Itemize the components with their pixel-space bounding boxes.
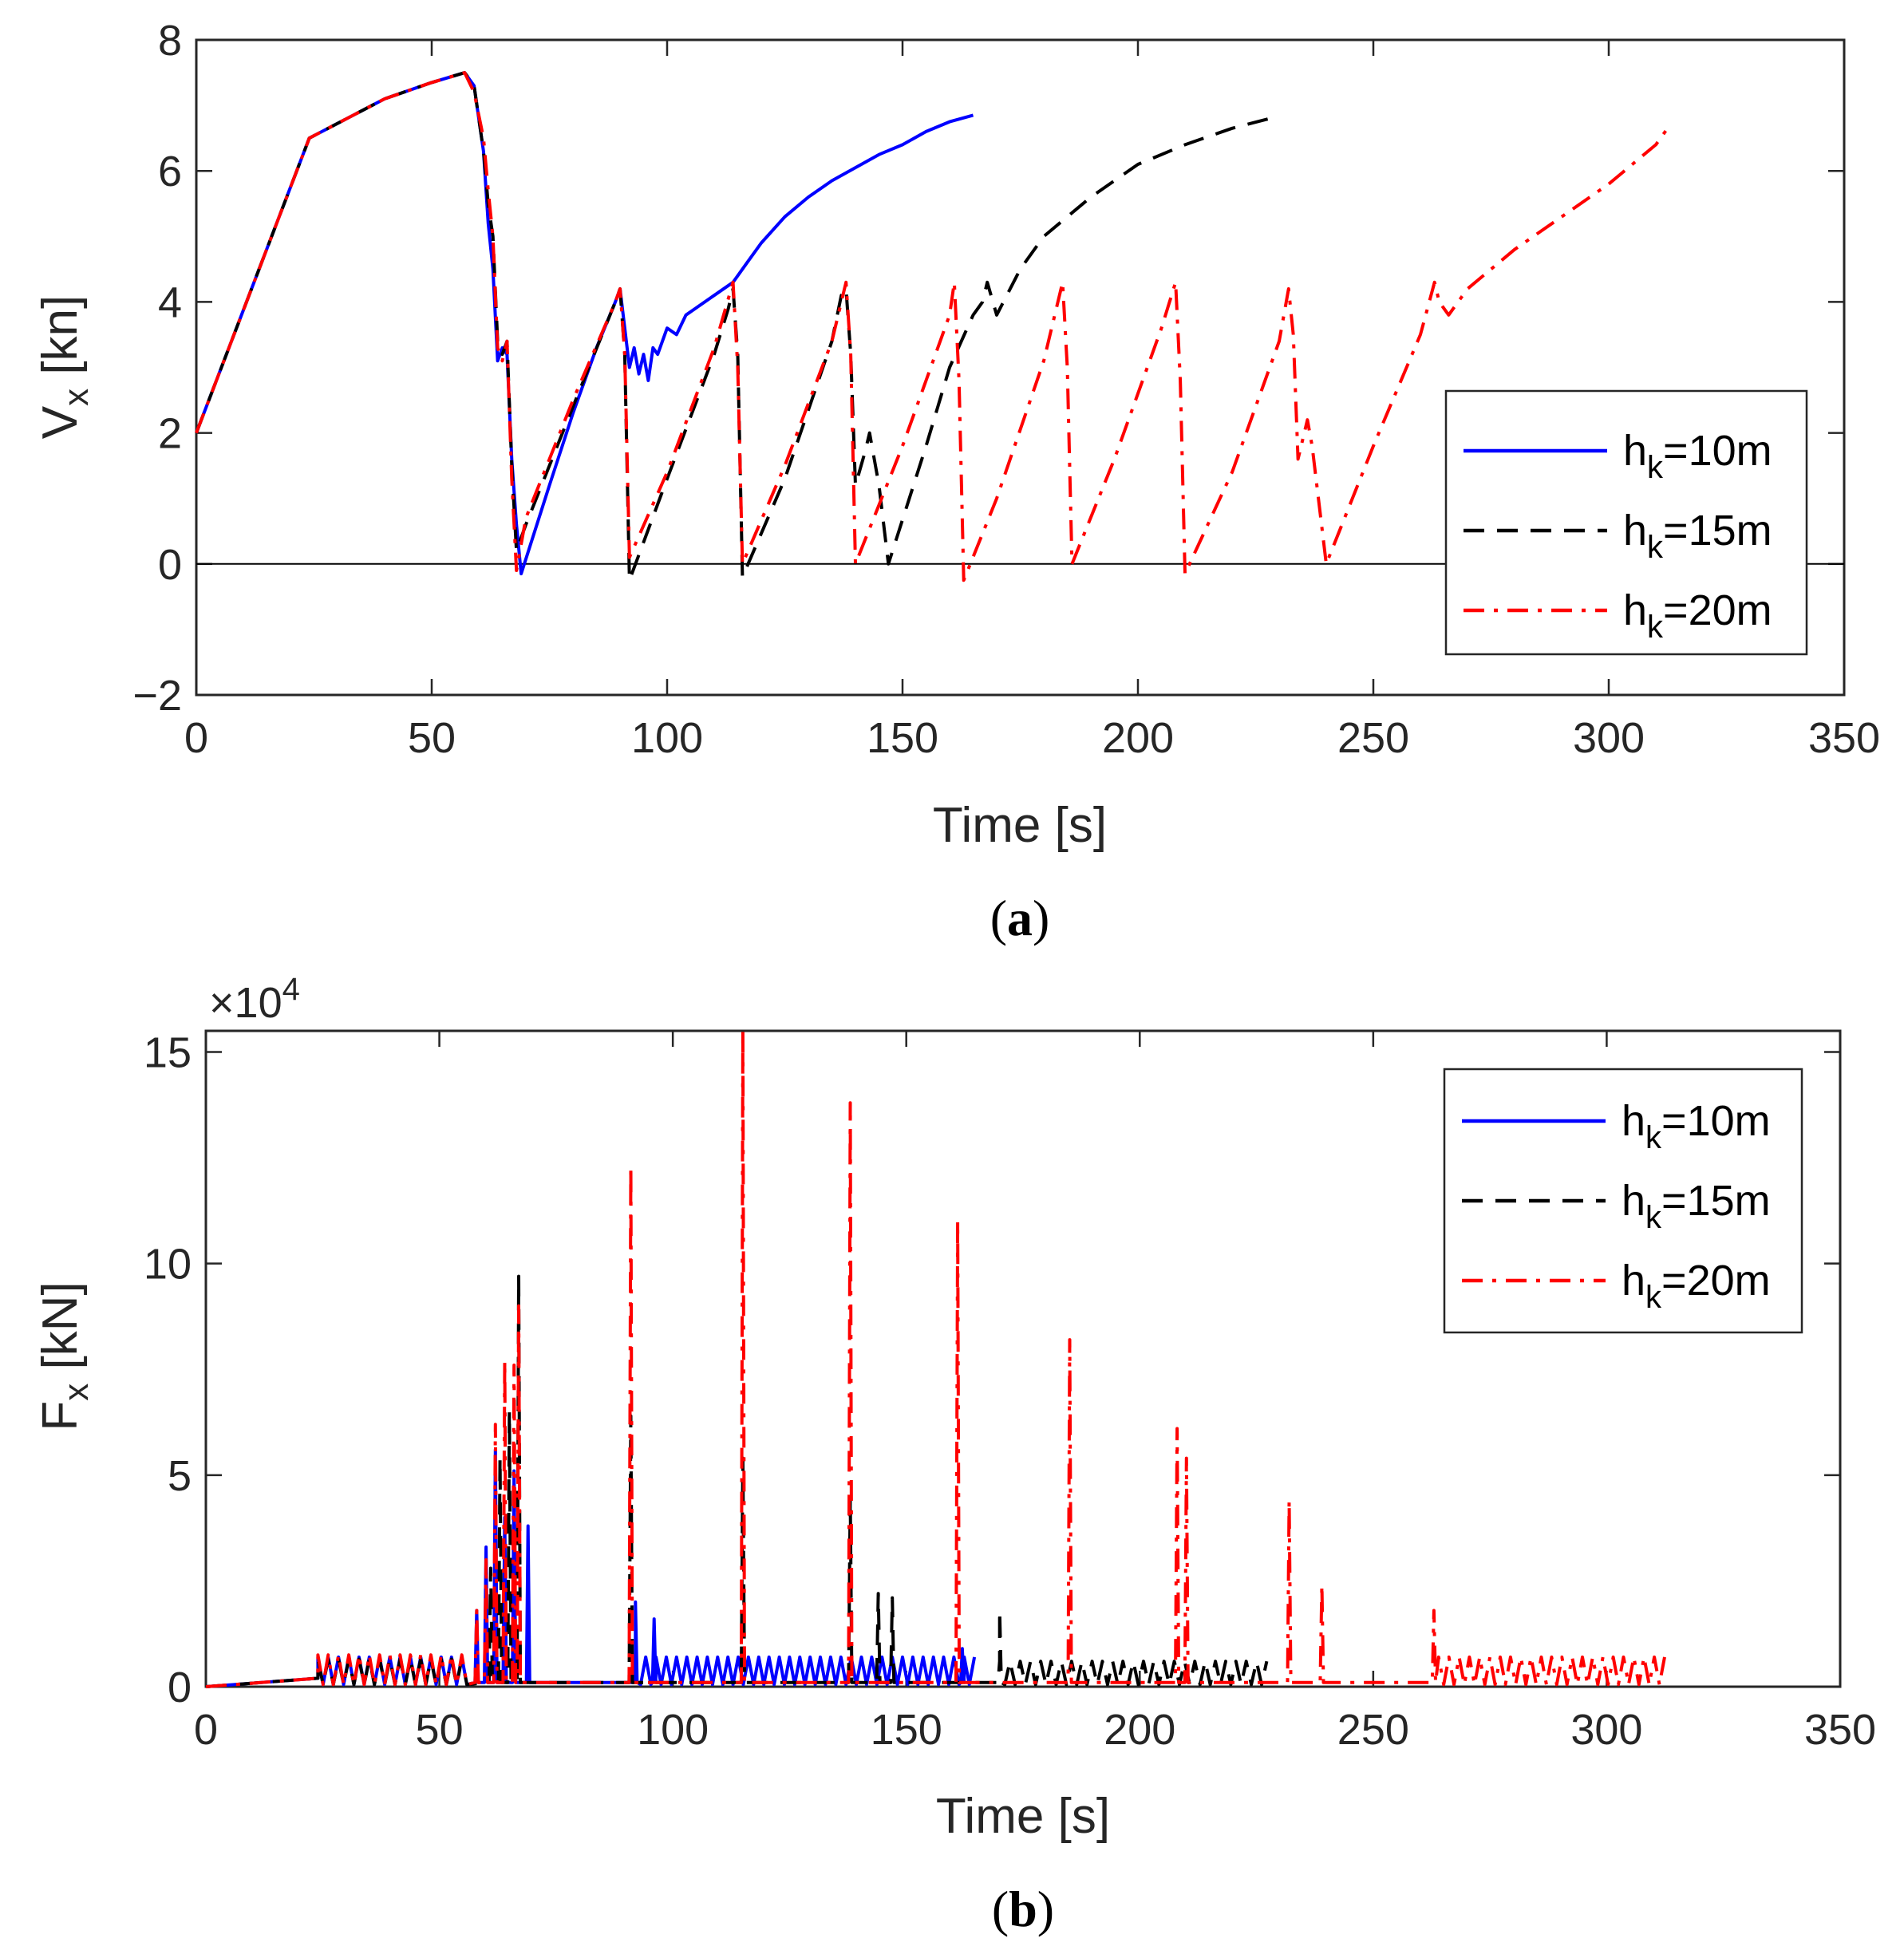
y-tick-label: 2 (158, 410, 182, 458)
y-tick-label: 0 (168, 1664, 192, 1711)
y-tick-label: 6 (158, 148, 182, 195)
legend-label-sub: k (1645, 1280, 1662, 1315)
y-tick-label: 4 (158, 278, 182, 326)
x-tick-label: 150 (867, 714, 938, 762)
legend-label: hk=15m (1623, 507, 1772, 565)
y-tick-label: 5 (168, 1452, 192, 1500)
x-tick-label: 50 (416, 1706, 464, 1754)
legend-label-sub: k (1647, 530, 1664, 565)
panel-b-y-label-main: F (33, 1401, 88, 1431)
legend-label-suffix: =20m (1661, 1257, 1771, 1305)
legend-label: hk=20m (1622, 1257, 1771, 1315)
series-line-hk-20m (195, 71, 1672, 582)
series-line-hk-20m (205, 1029, 1666, 1688)
panel-a-y-label-main: V (33, 405, 88, 439)
legend-label-suffix: =15m (1663, 507, 1772, 555)
x-tick-label: 150 (871, 1706, 942, 1754)
panel-a-y-axis-label: Vx [kn] (33, 295, 96, 440)
series-line-hk-15m (195, 71, 1270, 582)
x-tick-label: 100 (637, 1706, 709, 1754)
panel-b-ticks (204, 1031, 1842, 1688)
y-tick-label: −2 (132, 672, 182, 720)
panel-a-y-label-unit: [kn] (33, 295, 88, 389)
legend-label: hk=20m (1623, 586, 1772, 645)
legend-label-suffix: =10m (1661, 1097, 1771, 1145)
panel-b-caption-letter: b (1009, 1881, 1037, 1937)
x-tick-label: 200 (1102, 714, 1174, 762)
panel-b-series (205, 1029, 1666, 1688)
legend-label-sub: k (1647, 450, 1664, 485)
x-tick-label: 50 (408, 714, 456, 762)
panel-a-x-tick-labels: 0 50 100 150 200 250 300 350 (184, 714, 1880, 762)
legend-label-sub: k (1647, 610, 1664, 645)
y-tick-label: 10 (144, 1241, 192, 1289)
x-tick-label: 0 (184, 714, 208, 762)
panel-b-y-label-sub: x (57, 1384, 96, 1401)
legend-label-sub: k (1645, 1120, 1662, 1155)
legend-label: hk=10m (1623, 427, 1772, 485)
legend-label: hk=15m (1622, 1177, 1771, 1235)
panel-a-legend-box (1444, 389, 1808, 656)
panel-a-caption-letter: a (1007, 890, 1033, 946)
legend-label-prefix: h (1623, 586, 1647, 634)
x-tick-label: 100 (631, 714, 703, 762)
y-tick-label: 15 (144, 1029, 192, 1077)
panel-a-y-tick-labels: −2 0 2 4 6 8 (132, 17, 182, 720)
panel-a-series (195, 71, 1672, 582)
panel-a-x-axis-label: Time [s] (933, 798, 1107, 853)
x-tick-label: 250 (1337, 1706, 1409, 1754)
legend-label: hk=10m (1622, 1097, 1771, 1155)
panel-b-y-tick-labels: 0 5 10 15 (144, 1029, 192, 1711)
panel-a-caption-open: ( (990, 890, 1007, 946)
x-tick-label: 300 (1570, 1706, 1642, 1754)
panel-b-caption: (b) (992, 1881, 1054, 1937)
panel-b-force-chart: 0 5 10 15 0 50 100 150 200 250 300 350 ×104 Time [… (33, 972, 1876, 1937)
y-tick-label: 0 (158, 541, 182, 589)
legend-label-prefix: h (1622, 1177, 1645, 1225)
panel-b-caption-close: ) (1037, 1881, 1054, 1937)
panel-b-x-tick-labels: 0 50 100 150 200 250 300 350 (194, 1706, 1876, 1754)
x-tick-label: 200 (1104, 1706, 1175, 1754)
x-tick-label: 250 (1337, 714, 1409, 762)
panel-a-caption-close: ) (1033, 890, 1049, 946)
panel-b-x-axis-label: Time [s] (936, 1789, 1110, 1844)
panel-a-y-label-sub: x (57, 389, 96, 406)
x-tick-label: 0 (194, 1706, 218, 1754)
legend-label-suffix: =15m (1661, 1177, 1771, 1225)
x-tick-label: 350 (1804, 1706, 1876, 1754)
panel-b-multiplier-base: ×10 (209, 979, 282, 1027)
panel-b-y-label-unit: [kN] (33, 1281, 88, 1383)
legend-label-suffix: =10m (1663, 427, 1772, 475)
panel-b-y-axis-label: Fx [kN] (33, 1281, 96, 1431)
legend-label-sub: k (1645, 1200, 1662, 1235)
x-tick-label: 350 (1808, 714, 1880, 762)
panel-a-caption: (a) (990, 890, 1050, 946)
y-tick-label: 8 (158, 17, 182, 65)
legend-label-suffix: =20m (1663, 586, 1772, 634)
panel-b-multiplier: ×104 (209, 972, 300, 1027)
legend-label-prefix: h (1622, 1097, 1645, 1145)
panel-b-caption-open: ( (992, 1881, 1009, 1937)
panel-b-multiplier-exp: 4 (282, 972, 300, 1007)
legend-label-prefix: h (1623, 427, 1647, 475)
legend-label-prefix: h (1623, 507, 1647, 555)
x-tick-label: 300 (1573, 714, 1645, 762)
legend-label-prefix: h (1622, 1257, 1645, 1305)
